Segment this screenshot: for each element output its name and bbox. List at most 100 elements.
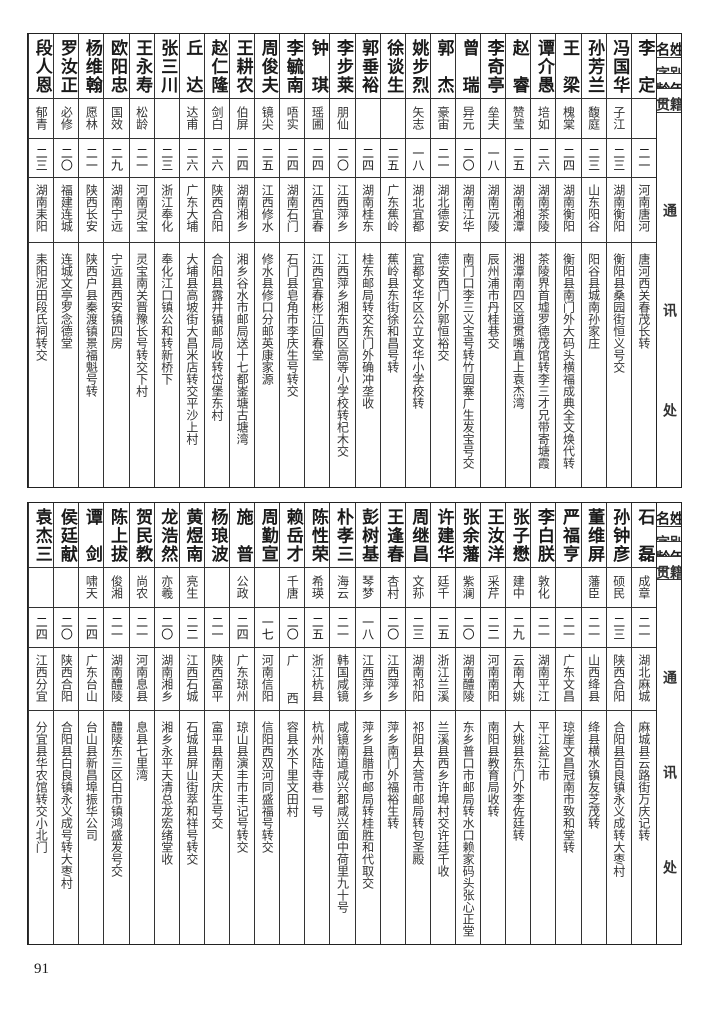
person-origin: 陕西合阳 (209, 184, 224, 232)
person-alias: 啸天 (84, 575, 99, 599)
person-origin: 湖北德安 (435, 184, 450, 232)
header-address: 通讯处 (660, 202, 677, 417)
person-alias: 采芹 (486, 575, 501, 599)
person-age: 二一 (435, 147, 450, 171)
person-alias: 希瑛 (310, 575, 325, 599)
person-origin-cell: 湖北宜都 (405, 178, 430, 243)
person-name-cell: 周继昌 (405, 503, 430, 568)
person-origin-cell: 浙江兰溪 (430, 648, 456, 711)
person-record: 赖岳才 千唐 二〇 广西 容县水下里文田村 (279, 503, 305, 944)
person-name: 周俊夫 (257, 39, 278, 93)
person-age-cell: 二四 (556, 139, 581, 178)
person-record: 丘达 达甫 二六 广东大埔 大埔县高坡街大昌米店转交平沙上村 (178, 34, 204, 487)
person-age: 二一 (84, 147, 99, 171)
person-name: 石磊 (634, 508, 655, 562)
person-address: 蕉岭县东街徐和昌号转 (385, 253, 400, 373)
person-alias: 文荪 (410, 575, 425, 599)
person-origin-cell: 山东阳谷 (581, 178, 606, 243)
person-name-cell: 孙芳兰 (581, 34, 606, 99)
person-address-cell: 宜都文华区公立文华小学校转 (406, 243, 430, 487)
person-address-cell: 容县水下里文田村 (280, 711, 304, 944)
person-record: 李定 二一 河南唐河 唐河西关春茂长转 (630, 34, 656, 487)
person-address-cell: 灵宝南关晋豫长号转交下村 (130, 243, 154, 487)
person-name-cell: 曾瑞 (456, 34, 481, 99)
header-address: 通讯处 (660, 669, 677, 874)
person-age: 二二 (184, 616, 199, 640)
person-alias-cell: 杏村 (380, 568, 405, 608)
person-address: 台山县新昌埠振华公司 (84, 721, 99, 841)
person-age-cell: 二五 (305, 608, 330, 648)
person-origin-cell: 陕西合阳 (606, 648, 631, 711)
person-age: 二四 (84, 616, 99, 640)
person-name: 许建华 (433, 508, 454, 562)
header-alias-cell: 别字 (656, 58, 681, 74)
person-alias-cell: 赞莹 (506, 99, 531, 139)
person-name: 孙钟彦 (609, 508, 630, 562)
person-address: 萍乡南门外福裕生转 (385, 721, 400, 829)
person-address-cell: 琼崖文昌冠南市致和堂转 (556, 711, 580, 944)
person-alias: 硕民 (611, 575, 626, 599)
person-alias: 剑白 (209, 106, 224, 130)
person-alias-cell (255, 568, 280, 608)
person-name-cell: 王逢春 (380, 503, 405, 568)
person-age-cell: 二〇 (330, 139, 355, 178)
person-alias: 异元 (461, 106, 476, 130)
person-origin-cell: 韩国咸镜 (330, 648, 355, 711)
header-column: 姓名别字年龄籍贯通讯处 (655, 34, 681, 487)
person-age-cell: 二〇 (280, 608, 305, 648)
person-address-cell: 宁远县西安镇四房 (104, 243, 128, 487)
person-origin-cell: 河南南阳 (481, 648, 506, 711)
person-name-cell: 石磊 (631, 503, 656, 568)
person-age-cell: 一七 (255, 608, 280, 648)
person-alias-cell: 镜尖 (255, 99, 280, 139)
person-record: 徐谈生 二五 广东蕉岭 蕉岭县东街徐和昌号转 (379, 34, 405, 487)
person-origin-cell: 湖南沅陵 (481, 178, 506, 243)
person-alias-cell: 伯屏 (230, 99, 255, 139)
person-origin: 江西修水 (260, 184, 275, 232)
person-address-cell: 萍乡县腊市邮局转桂胜和代取交 (356, 711, 380, 944)
person-age: 二〇 (461, 616, 476, 640)
person-address-cell: 奉化江口镇公和转新桥下 (155, 243, 179, 487)
person-age: 二一 (209, 616, 224, 640)
person-age-cell: 二四 (79, 608, 104, 648)
person-address-cell: 息县七里湾 (130, 711, 154, 944)
person-origin: 湖北麻城 (636, 654, 651, 702)
person-name-cell: 王永寿 (129, 34, 154, 99)
person-origin-cell: 湖南平江 (531, 648, 556, 711)
person-name: 龙浩然 (157, 508, 178, 562)
person-age-cell: 二三 (581, 139, 606, 178)
person-address-cell: 萍乡南门外福裕生转 (381, 711, 405, 944)
person-name-cell: 严福亨 (556, 503, 581, 568)
person-origin: 江西宜春 (310, 184, 325, 232)
person-address: 咸镜南道咸兴郡咸兴面中荷里九十号 (335, 721, 350, 913)
person-age: 二九 (511, 616, 526, 640)
person-address-cell: 江西宜春彬江回春堂 (305, 243, 329, 487)
person-name-cell: 王耕农 (230, 34, 255, 99)
person-age-cell: 二〇 (456, 608, 481, 648)
person-address: 南门口李三义宝号转竹园寨广生发宝号交 (461, 253, 476, 469)
person-alias-cell: 海云 (330, 568, 355, 608)
person-alias-cell: 硕民 (606, 568, 631, 608)
person-address-cell: 耒阳泥田段氏祠转交 (29, 243, 53, 487)
person-origin: 山西绛县 (586, 654, 601, 702)
person-name: 张子懋 (508, 508, 529, 562)
person-origin: 湖北宜都 (410, 184, 425, 232)
person-name-cell: 钟琪 (305, 34, 330, 99)
person-alias: 矢志 (410, 106, 425, 130)
person-age-cell: 二五 (255, 139, 280, 178)
person-age-cell: 二一 (129, 139, 154, 178)
person-address: 连城文亭罗念德堂 (59, 253, 74, 349)
person-age-cell: 二〇 (54, 139, 79, 178)
person-address-cell: 分宜县华农馆转交小北门 (29, 711, 53, 944)
person-record: 许建华 廷千 二五 浙江兰溪 兰溪县西乡许埠村交许廷千收 (429, 503, 456, 944)
person-record: 陈上拔 俊湘 二一 湖南醴陵 醴陵东三区白市镇鸿盛发号交 (103, 503, 129, 944)
person-name: 丘达 (182, 39, 203, 93)
person-alias: 垒夫 (486, 106, 501, 130)
person-address-cell: 茶陵界首墟罗德茂馆转李三才兄带寄塘霞 (531, 243, 555, 487)
person-record: 冯国华 子江 二三 湖南衡阳 衡阳县桑园街恒义号交 (605, 34, 631, 487)
person-alias-cell: 朋仙 (330, 99, 355, 139)
person-name: 李白朕 (533, 508, 554, 562)
person-address: 宁远县西安镇四房 (109, 253, 124, 349)
person-name-cell: 周勤宣 (255, 503, 280, 568)
person-name: 谭介愚 (533, 39, 554, 93)
